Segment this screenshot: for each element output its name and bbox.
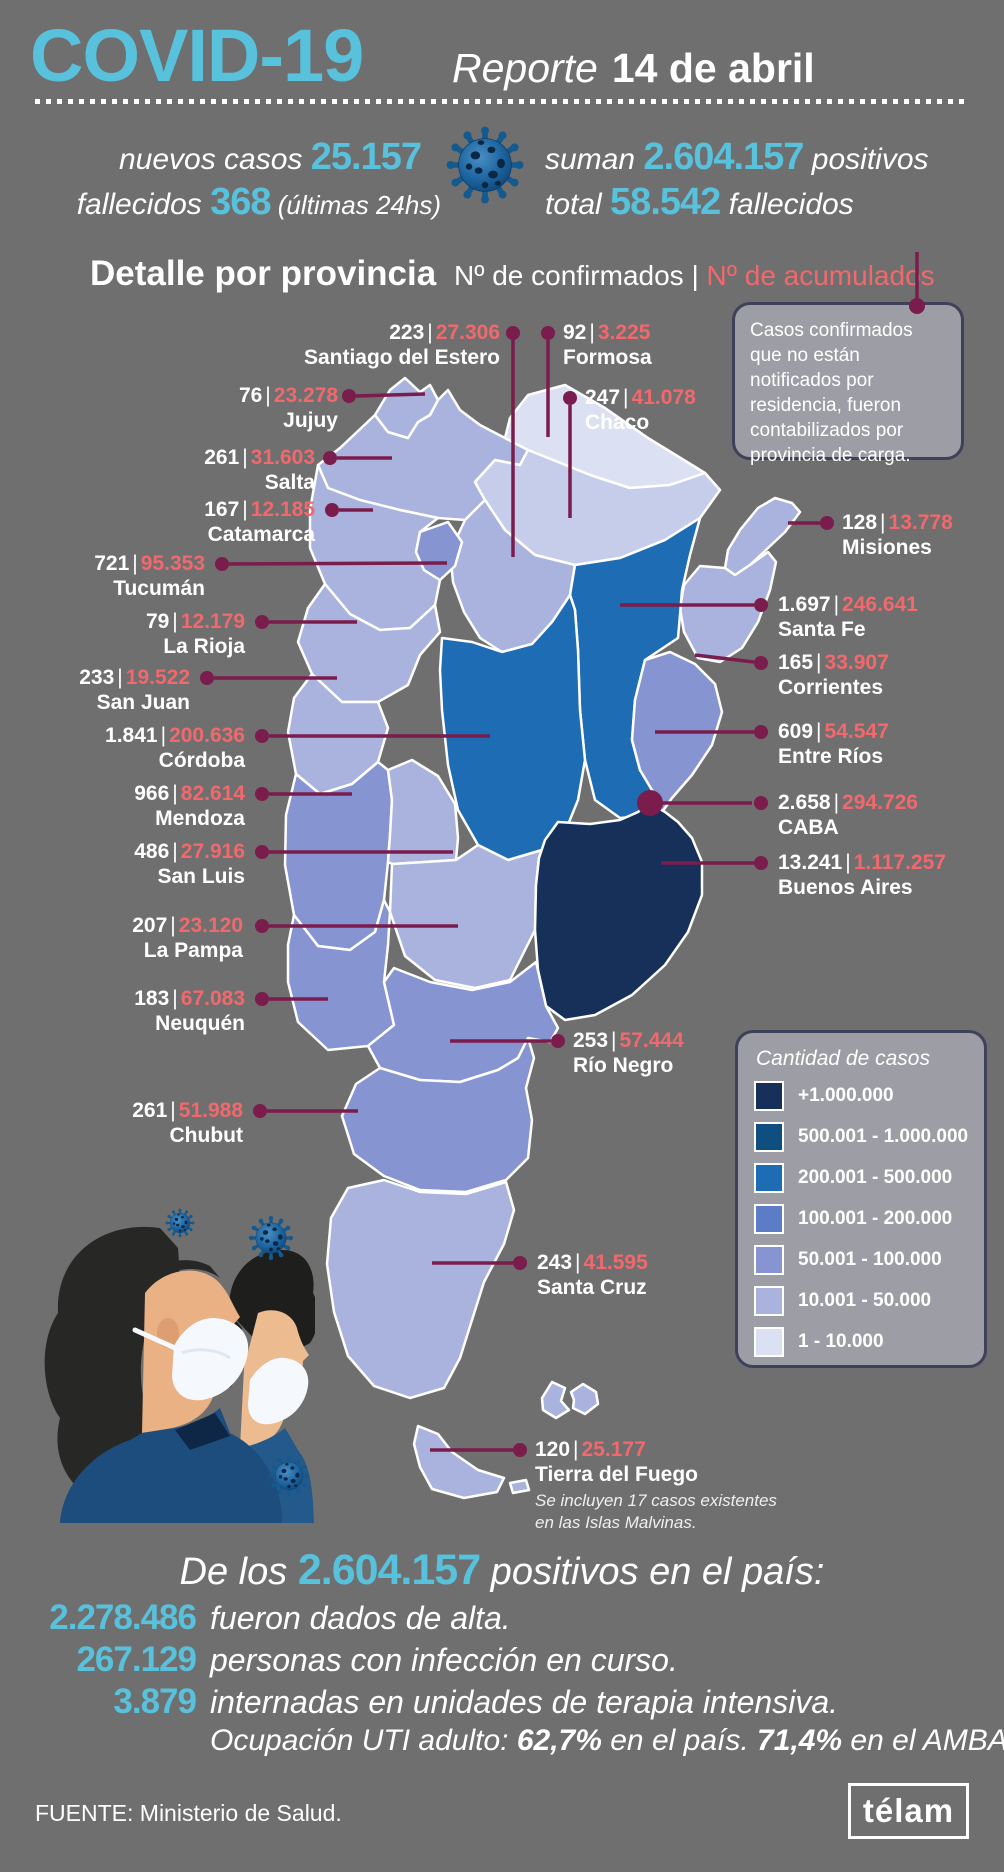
province-label-cordoba: 1.841 | 200.636 Córdoba	[105, 724, 245, 772]
active-value: 267.129	[76, 1640, 197, 1679]
province-label-chaco: 247 | 41.078 Chaco	[585, 386, 696, 434]
recovered-text: fueron dados de alta.	[210, 1600, 511, 1636]
note-box: Casos confirmados que no están notificad…	[732, 302, 964, 466]
province-label-entre-rios: 609 | 54.547 Entre Ríos	[778, 720, 889, 768]
province-label-rio-negro: 253 | 57.444 Río Negro	[573, 1029, 684, 1077]
province-label-la-pampa: 207 | 23.120 La Pampa	[132, 914, 243, 962]
province-label-san-luis: 486 | 27.916 San Luis	[134, 840, 245, 888]
accumulated-legend-label: Nº de acumulados	[706, 260, 935, 291]
legend-swatch	[754, 1122, 784, 1152]
section-title: Detalle por provincia	[90, 254, 437, 293]
province-label-la-rioja: 79 | 12.179 La Rioja	[145, 610, 245, 658]
province-label-santa-cruz: 243 | 41.595 Santa Cruz	[537, 1251, 648, 1299]
note-text: Casos confirmados que no están notificad…	[750, 320, 913, 466]
legend-item: 200.001 - 500.000	[754, 1163, 968, 1193]
icu-occupancy-text: Ocupación UTI adulto: 62,7% en el país. …	[210, 1724, 1004, 1757]
dotted-divider	[35, 99, 969, 104]
province-label-catamarca: 167 | 12.185 Catamarca	[204, 498, 315, 546]
province-shape-tierra-del-fuego	[412, 1424, 506, 1500]
page-title: COVID-19	[30, 14, 364, 97]
province-shape-la-pampa	[388, 843, 544, 990]
masked-people-illustration	[44, 1226, 315, 1523]
legend-title: Cantidad de casos	[756, 1047, 930, 1070]
telam-logo: télam	[848, 1783, 969, 1839]
legend-item: 50.001 - 100.000	[754, 1245, 968, 1275]
legend-item: 500.001 - 1.000.000	[754, 1122, 968, 1152]
province-label-neuquen: 183 | 67.083 Neuquén	[134, 987, 245, 1035]
malvinas-footnote: Se incluyen 17 casos existentes en las I…	[535, 1491, 777, 1532]
legend-item: 100.001 - 200.000	[754, 1204, 968, 1234]
province-label-san-juan: 233 | 19.522 San Juan	[79, 666, 190, 714]
virus-icon	[268, 1455, 310, 1497]
section-header: Detalle por provincia Nº de confirmados …	[90, 254, 935, 293]
report-label: Reporte	[452, 45, 598, 91]
province-label-tucuman: 721 | 95.353 Tucumán	[94, 552, 205, 600]
island-shape-malvinas-west	[540, 1380, 571, 1420]
province-shape-la-rioja	[296, 582, 442, 704]
province-label-jujuy: 76 | 23.278 Jujuy	[238, 384, 338, 432]
province-label-tierra-del-fuego: 120 | 25.177 Tierra del Fuego	[535, 1438, 698, 1486]
province-label-buenos-aires: 13.241 | 1.117.257 Buenos Aires	[778, 851, 946, 899]
icu-text: internadas en unidades de terapia intens…	[210, 1684, 838, 1720]
island-shape-tdf-islet	[508, 1478, 531, 1495]
report-subtitle: Reporte 14 de abril	[452, 44, 815, 92]
summary-intro: De los 2.604.157 positivos en el país:	[179, 1546, 825, 1594]
legend-swatch	[754, 1081, 784, 1111]
legend-item: 10.001 - 50.000	[754, 1286, 968, 1316]
island-shape-malvinas-east	[569, 1382, 600, 1416]
icu-value: 3.879	[113, 1682, 197, 1721]
legend-item: 1 - 10.000	[754, 1327, 968, 1357]
virus-icon	[445, 125, 525, 205]
active-text: personas con infección en curso.	[210, 1642, 678, 1678]
province-label-santiago-del-estero: 223 | 27.306 Santiago del Estero	[303, 321, 500, 369]
legend-swatch	[754, 1286, 784, 1316]
map-legend: Cantidad de casos +1.000.000 500.001 - 1…	[735, 1030, 987, 1368]
province-label-santa-fe: 1.697 | 246.641 Santa Fe	[778, 593, 918, 641]
confirmed-legend-label: Nº de confirmados	[454, 260, 684, 291]
legend-swatch	[754, 1204, 784, 1234]
province-shape-buenos-aires	[533, 801, 704, 1022]
virus-icon	[165, 1208, 195, 1238]
report-date: 14 de abril	[611, 45, 815, 91]
province-label-salta: 261 | 31.603 Salta	[204, 446, 315, 494]
total-positives-stat: suman 2.604.157 positivos	[545, 136, 929, 178]
province-shape-corrientes	[678, 550, 778, 664]
province-label-misiones: 128 | 13.778 Misiones	[842, 511, 953, 559]
province-label-chubut: 261 | 51.988 Chubut	[132, 1099, 243, 1147]
province-shape-mendoza	[283, 760, 394, 952]
province-shape-san-luis	[386, 758, 460, 866]
legend-swatch	[754, 1327, 784, 1357]
province-label-corrientes: 165 | 33.907 Corrientes	[778, 651, 889, 699]
legend-swatch	[754, 1245, 784, 1275]
legend-item: +1.000.000	[754, 1081, 968, 1111]
province-shape-cordoba	[438, 593, 587, 862]
virus-icon	[248, 1215, 294, 1261]
province-label-caba: 2.658 | 294.726 CABA	[778, 791, 918, 839]
argentina-choropleth-map	[283, 376, 802, 1500]
total-deaths-stat: total 58.542 fallecidos	[545, 181, 854, 223]
province-label-formosa: 92 | 3.225 Formosa	[563, 321, 652, 369]
province-shape-chubut	[340, 1036, 536, 1194]
province-label-mendoza: 966 | 82.614 Mendoza	[134, 782, 245, 830]
new-deaths-stat: fallecidos 368 (últimas 24hs)	[76, 181, 441, 223]
legend-swatch	[754, 1163, 784, 1193]
source-credit: FUENTE: Ministerio de Salud.	[35, 1800, 342, 1826]
recovered-value: 2.278.486	[49, 1598, 197, 1637]
province-shape-santa-cruz	[325, 1178, 516, 1400]
new-cases-stat: nuevos casos 25.157	[118, 136, 422, 178]
